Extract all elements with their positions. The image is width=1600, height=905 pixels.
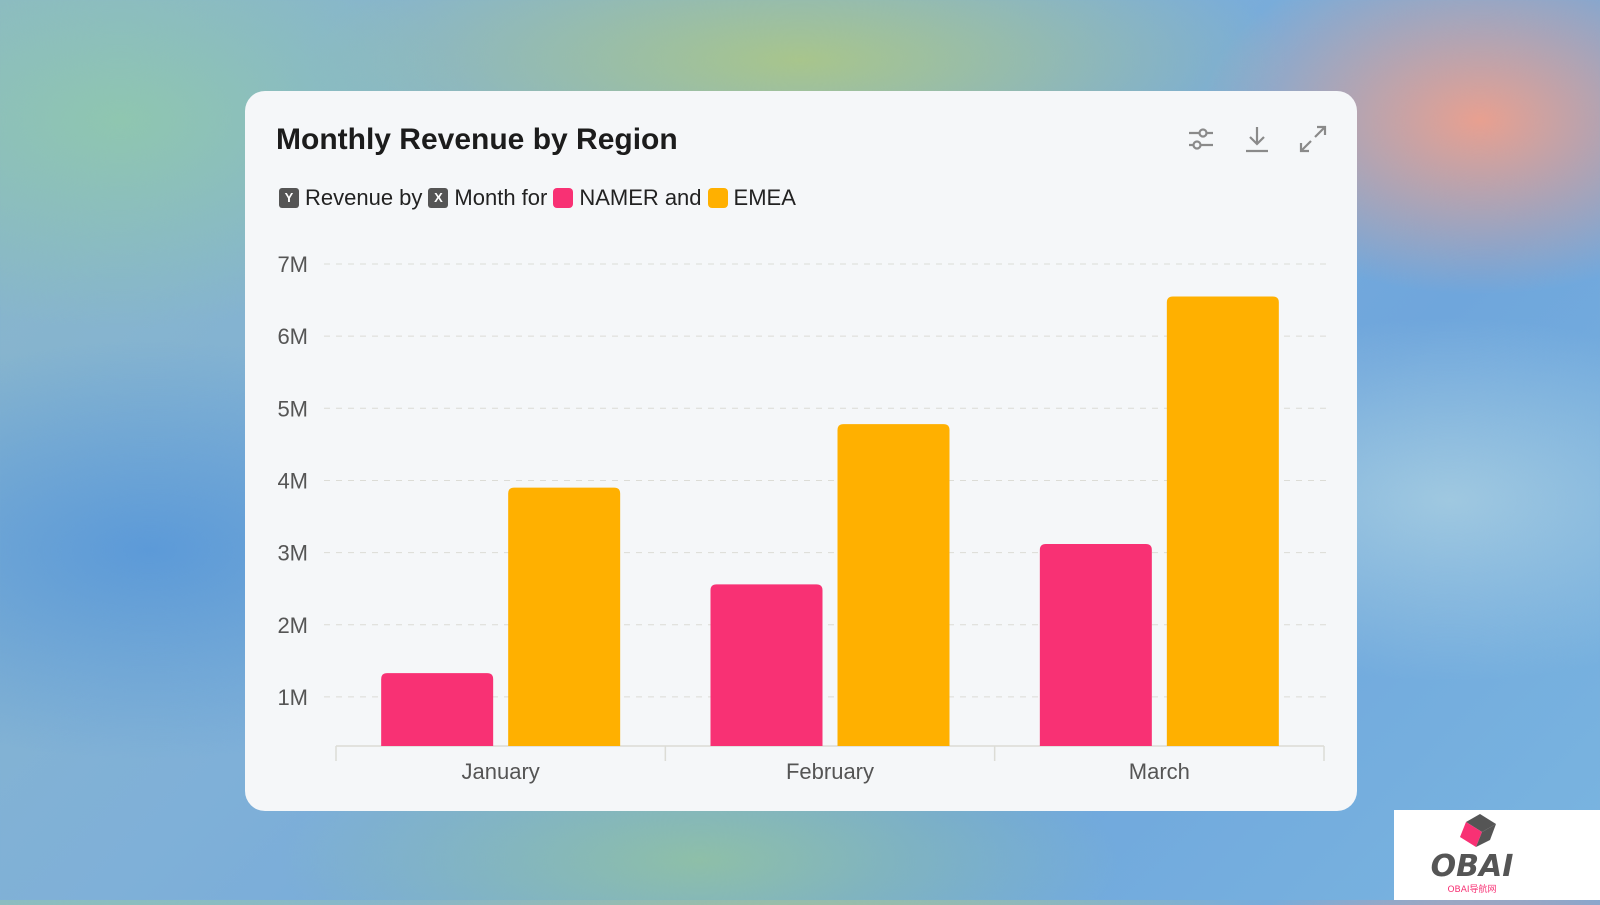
chart-title: Monthly Revenue by Region [276,123,678,156]
legend-text: Revenue by [305,185,423,210]
chart-card: Monthly Revenue by Region Y Revenue by X… [245,91,1357,811]
legend-swatch-emea [707,188,728,208]
y-tick-label: 1M [277,685,308,710]
y-tick-label: 3M [277,541,308,566]
y-tick-label: 2M [277,613,308,638]
bar-emea-march [1166,296,1279,746]
bar-namer-january [381,673,494,746]
y-tick-label: 5M [277,396,308,421]
y-tick-label: 6M [277,324,308,349]
x-tick-label: February [786,759,874,784]
y-axis-tag: Y [279,188,299,208]
bar-namer-february [710,584,823,746]
bar-emea-january [508,487,621,746]
svg-text:OBAI: OBAI [1431,849,1514,884]
legend-text: Month for [454,185,548,210]
download-icon[interactable] [1241,123,1273,155]
y-tick-label: 4M [277,468,308,493]
expand-icon[interactable] [1297,123,1329,155]
y-tick-label: 7M [277,252,308,277]
legend-series-namer: NAMER [579,185,659,210]
settings-sliders-icon[interactable] [1185,123,1217,155]
x-tick-label: January [462,759,540,784]
bar-namer-march [1039,543,1152,746]
legend-series-emea: EMEA [733,185,796,210]
svg-text:OBAI导航网: OBAI导航网 [1447,883,1496,895]
bar-emea-february [837,424,950,746]
legend-text: and [664,185,702,210]
legend-swatch-namer [553,188,574,208]
bar-chart: 1M 2M 3M 4M 5M 6M 7M January February March [277,252,1332,784]
chart-legend: Y Revenue by X Month for NAMER and EMEA [279,185,796,211]
watermark-logo: OBAI OBAI导航网 [1394,810,1600,900]
x-axis-tag: X [428,188,449,208]
x-tick-label: March [1129,759,1190,784]
